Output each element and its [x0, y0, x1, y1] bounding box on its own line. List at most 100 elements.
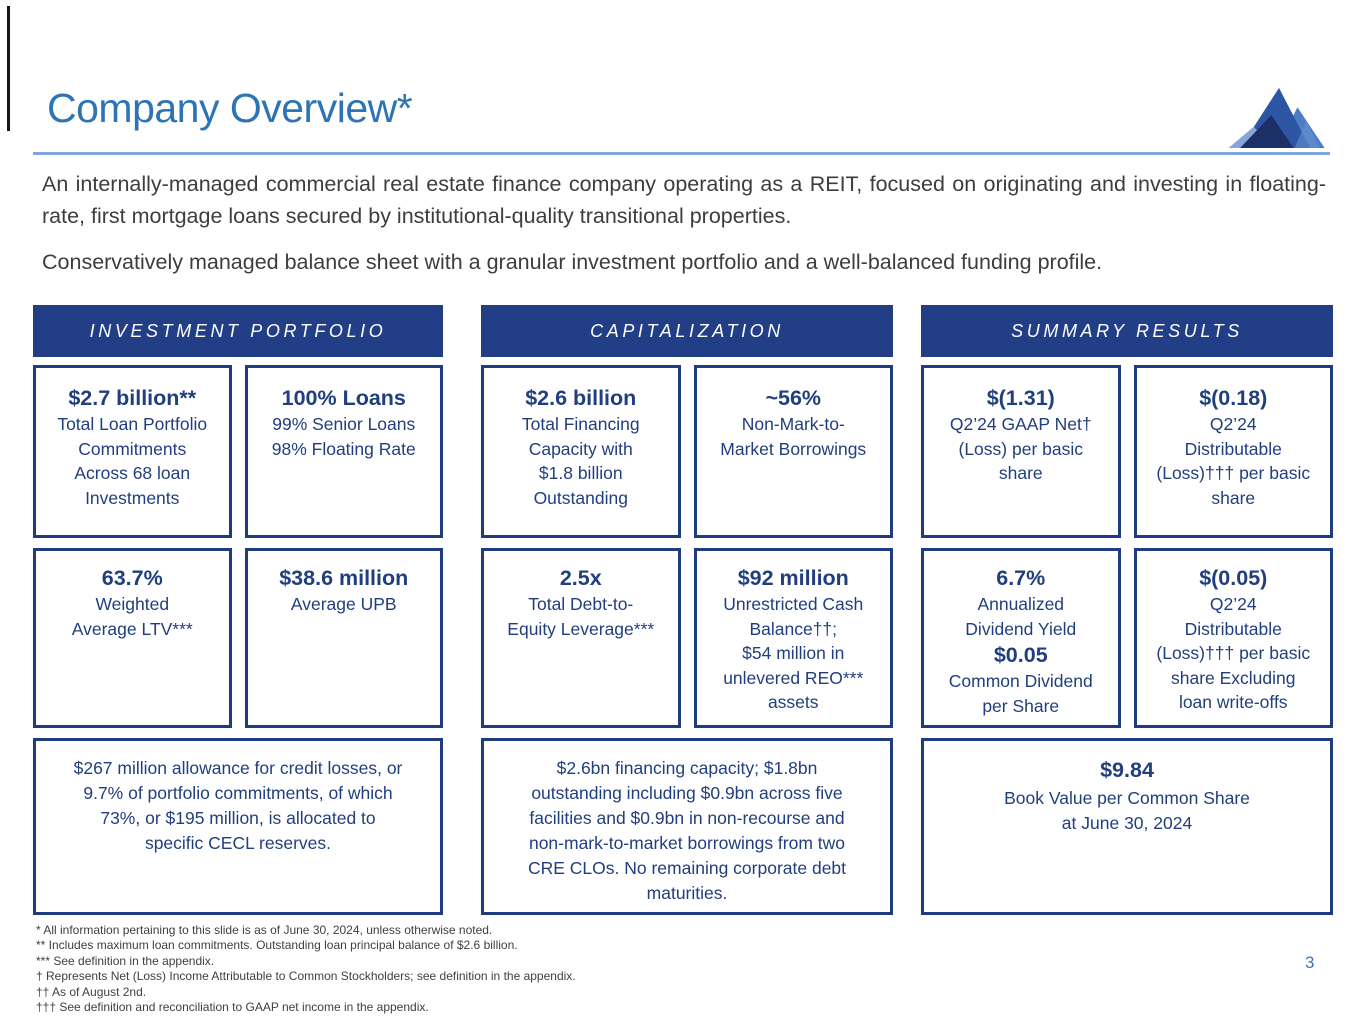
intro-paragraph-2: Conservatively managed balance sheet wit… [42, 250, 1103, 274]
stat-desc-line: Outstanding [533, 487, 628, 508]
note-line: $267 million allowance for credit losses… [73, 758, 403, 778]
note-line: CRE CLOs. No remaining corporate debt [527, 858, 847, 878]
stat-desc-line: Market Borrowings [720, 438, 867, 459]
stat-desc-line: Total Loan Portfolio [57, 414, 208, 434]
stat-desc-line: Across 68 loan [74, 463, 191, 483]
stat-desc-line: Average LTV*** [71, 618, 193, 639]
stat-value: $(0.18) [1199, 386, 1268, 410]
note-line: 9.7% of portfolio commitments, of which [83, 783, 393, 803]
stat-desc-line: Balance††; [749, 618, 838, 639]
section-header-investment-portfolio: INVESTMENT PORTFOLIO [33, 305, 443, 357]
stat-desc-line: loan write-offs [1178, 692, 1288, 712]
note-line: outstanding including $0.9bn across five [531, 783, 843, 803]
stat-row: 6.7% Annualized Dividend Yield $0.05 Com… [921, 548, 1333, 728]
stat-desc-line: Capacity with [528, 438, 633, 459]
capitalization-section: CAPITALIZATION $2.6 billion Total Financ… [481, 305, 893, 915]
stat-value: $(0.05) [1199, 566, 1268, 590]
stat-desc-line: Common Dividend [948, 671, 1093, 691]
stat-value: $92 million [737, 566, 849, 590]
note-box-credit-losses: $267 million allowance for credit losses… [33, 738, 443, 915]
stat-desc-line: Weighted [95, 594, 170, 614]
summary-results-section: SUMMARY RESULTS $(1.31) Q2’24 GAAP Net† … [921, 305, 1333, 915]
note-box-financing-capacity: $2.6bn financing capacity; $1.8bn outsta… [481, 738, 893, 915]
stat-desc-line: per Share [982, 695, 1060, 716]
footnote-line: ††† See definition and reconciliation to… [36, 1000, 429, 1015]
stat-desc-line: share [1211, 487, 1256, 508]
page-number: 3 [1305, 953, 1315, 972]
footnote-line: ** Includes maximum loan commitments. Ou… [36, 938, 518, 953]
mountain-logo-icon [1228, 87, 1325, 149]
section-header-capitalization: CAPITALIZATION [481, 305, 893, 357]
stat-row: $(1.31) Q2’24 GAAP Net† (Loss) per basic… [921, 365, 1333, 538]
stat-desc-line: Total Debt-to- [528, 594, 634, 614]
stat-value: $2.7 billion** [68, 386, 197, 410]
stat-box-unrestricted-cash: $92 million Unrestricted Cash Balance††;… [693, 548, 893, 728]
stat-desc-line: Non-Mark-to- [741, 414, 845, 434]
footnote-line: †† As of August 2nd. [36, 984, 147, 999]
stat-box-non-mark-to-market: ~56% Non-Mark-to- Market Borrowings [693, 365, 893, 538]
stat-box-gaap-net-loss: $(1.31) Q2’24 GAAP Net† (Loss) per basic… [921, 365, 1121, 538]
stat-box-loan-portfolio-commitments: $2.7 billion** Total Loan Portfolio Comm… [33, 365, 232, 538]
stat-row: 63.7% Weighted Average LTV*** $38.6 mill… [33, 548, 443, 728]
stat-desc-line: Dividend Yield [965, 618, 1077, 639]
stat-box-distributable-loss: $(0.18) Q2’24 Distributable (Loss)††† pe… [1133, 365, 1333, 538]
stat-desc-line: 98% Floating Rate [271, 438, 416, 459]
note-line: non-mark-to-market borrowings from two [528, 833, 846, 853]
stat-value: $38.6 million [279, 566, 409, 590]
stat-desc-line: Investments [85, 487, 180, 508]
stat-box-average-upb: $38.6 million Average UPB [244, 548, 443, 728]
stat-box-dividend-yield: 6.7% Annualized Dividend Yield $0.05 Com… [921, 548, 1121, 728]
note-line: maturities. [646, 883, 728, 903]
footnotes: * All information pertaining to this sli… [36, 923, 576, 1015]
note-line: facilities and $0.9bn in non-recourse an… [529, 808, 845, 828]
stat-desc-line: (Loss) per basic [958, 438, 1084, 459]
stat-desc-line: (Loss)††† per basic [1156, 643, 1311, 663]
stat-desc-line: Book Value per Common Share [1004, 788, 1250, 808]
stat-box-total-financing-capacity: $2.6 billion Total Financing Capacity wi… [481, 365, 681, 538]
stat-desc-line: assets [767, 692, 819, 712]
stat-desc-line: Equity Leverage*** [507, 618, 655, 639]
stat-desc-line: (Loss)††† per basic [1156, 463, 1311, 483]
stat-desc-line: Q2’24 GAAP Net† [949, 414, 1092, 434]
stat-desc-line: $1.8 billion [538, 463, 623, 483]
stat-row: 2.5x Total Debt-to- Equity Leverage*** $… [481, 548, 893, 728]
stat-desc-line: Unrestricted Cash [723, 594, 864, 614]
stat-box-loans-mix: 100% Loans 99% Senior Loans 98% Floating… [244, 365, 443, 538]
stat-desc-line: share Excluding [1170, 667, 1296, 688]
stat-desc-line: Distributable [1184, 618, 1282, 639]
stat-value: $9.84 [1100, 758, 1154, 782]
stat-value: 6.7% [996, 566, 1046, 590]
stat-desc-line: $54 million in [742, 643, 845, 663]
note-line: specific CECL reserves. [144, 833, 332, 853]
footnote-line: *** See definition in the appendix. [36, 953, 215, 968]
footnote-line: * All information pertaining to this sli… [36, 923, 493, 937]
stat-value: 100% Loans [281, 386, 406, 410]
intro-paragraph-1: An internally-managed commercial real es… [42, 172, 1326, 228]
investment-portfolio-section: INVESTMENT PORTFOLIO $2.7 billion** Tota… [33, 305, 443, 915]
stat-box-debt-to-equity: 2.5x Total Debt-to- Equity Leverage*** [481, 548, 681, 728]
stat-desc-line: unlevered REO*** [723, 667, 864, 688]
stat-row: $2.7 billion** Total Loan Portfolio Comm… [33, 365, 443, 538]
stat-value: 2.5x [559, 566, 602, 590]
stat-desc-line: share [998, 463, 1043, 483]
stat-desc-line: 99% Senior Loans [272, 414, 416, 434]
page-title: Company Overview* [47, 85, 413, 131]
stat-box-distributable-loss-ex-writeoffs: $(0.05) Q2’24 Distributable (Loss)††† pe… [1133, 548, 1333, 728]
stat-desc-line: Commitments [78, 438, 187, 459]
stat-value: ~56% [765, 386, 822, 410]
stat-box-book-value: $9.84 Book Value per Common Share at Jun… [921, 738, 1333, 915]
title-divider [33, 152, 1330, 155]
stat-desc-line: Q2’24 [1209, 594, 1257, 614]
stat-value-secondary: $0.05 [993, 643, 1048, 667]
footnote-line: † Represents Net (Loss) Income Attributa… [36, 969, 576, 984]
stat-desc-line: Annualized [977, 594, 1065, 614]
section-header-summary-results: SUMMARY RESULTS [921, 305, 1333, 357]
note-line: $2.6bn financing capacity; $1.8bn [556, 758, 818, 778]
stat-desc-line: Average UPB [290, 594, 397, 614]
stat-box-weighted-average-ltv: 63.7% Weighted Average LTV*** [33, 548, 232, 728]
stat-desc-line: Distributable [1184, 438, 1282, 459]
stat-value: $2.6 billion [525, 386, 637, 410]
left-edge-mark [7, 6, 10, 131]
stat-row: $2.6 billion Total Financing Capacity wi… [481, 365, 893, 538]
